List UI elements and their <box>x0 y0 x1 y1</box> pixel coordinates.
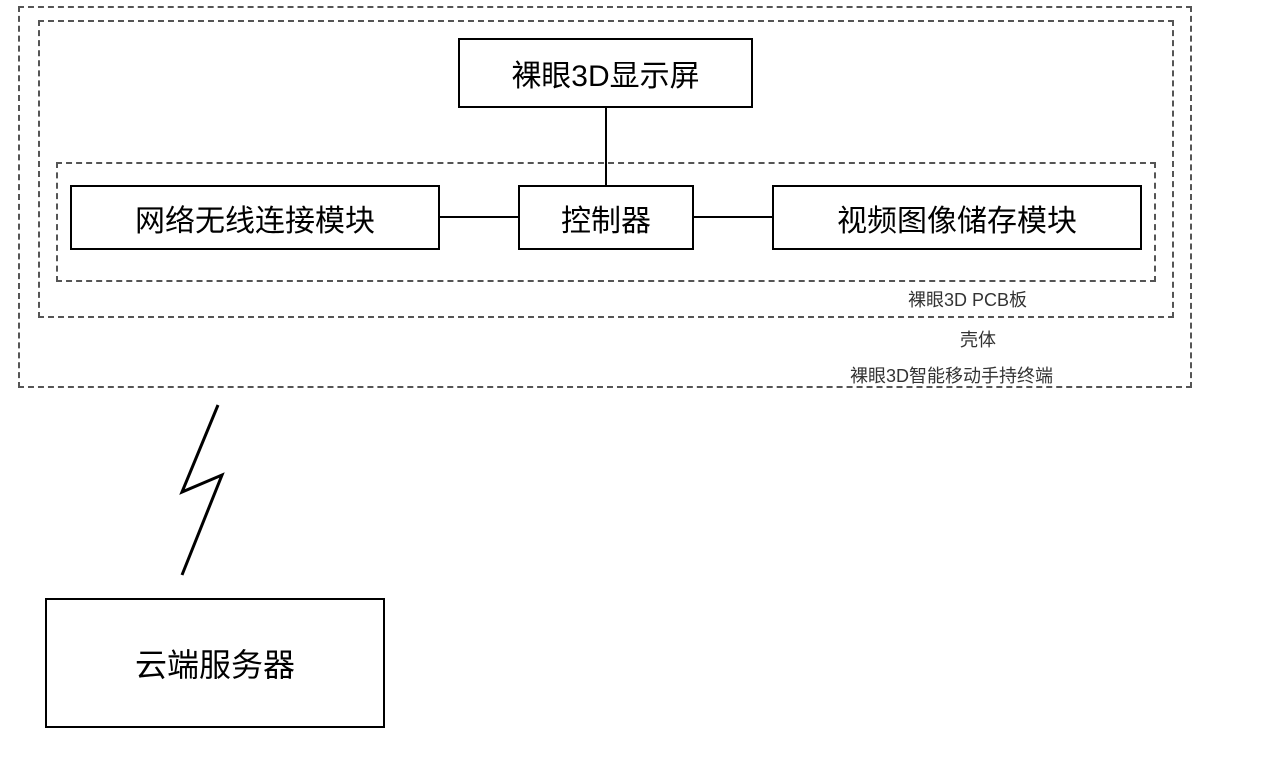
wireless-link-icon <box>0 0 1264 769</box>
